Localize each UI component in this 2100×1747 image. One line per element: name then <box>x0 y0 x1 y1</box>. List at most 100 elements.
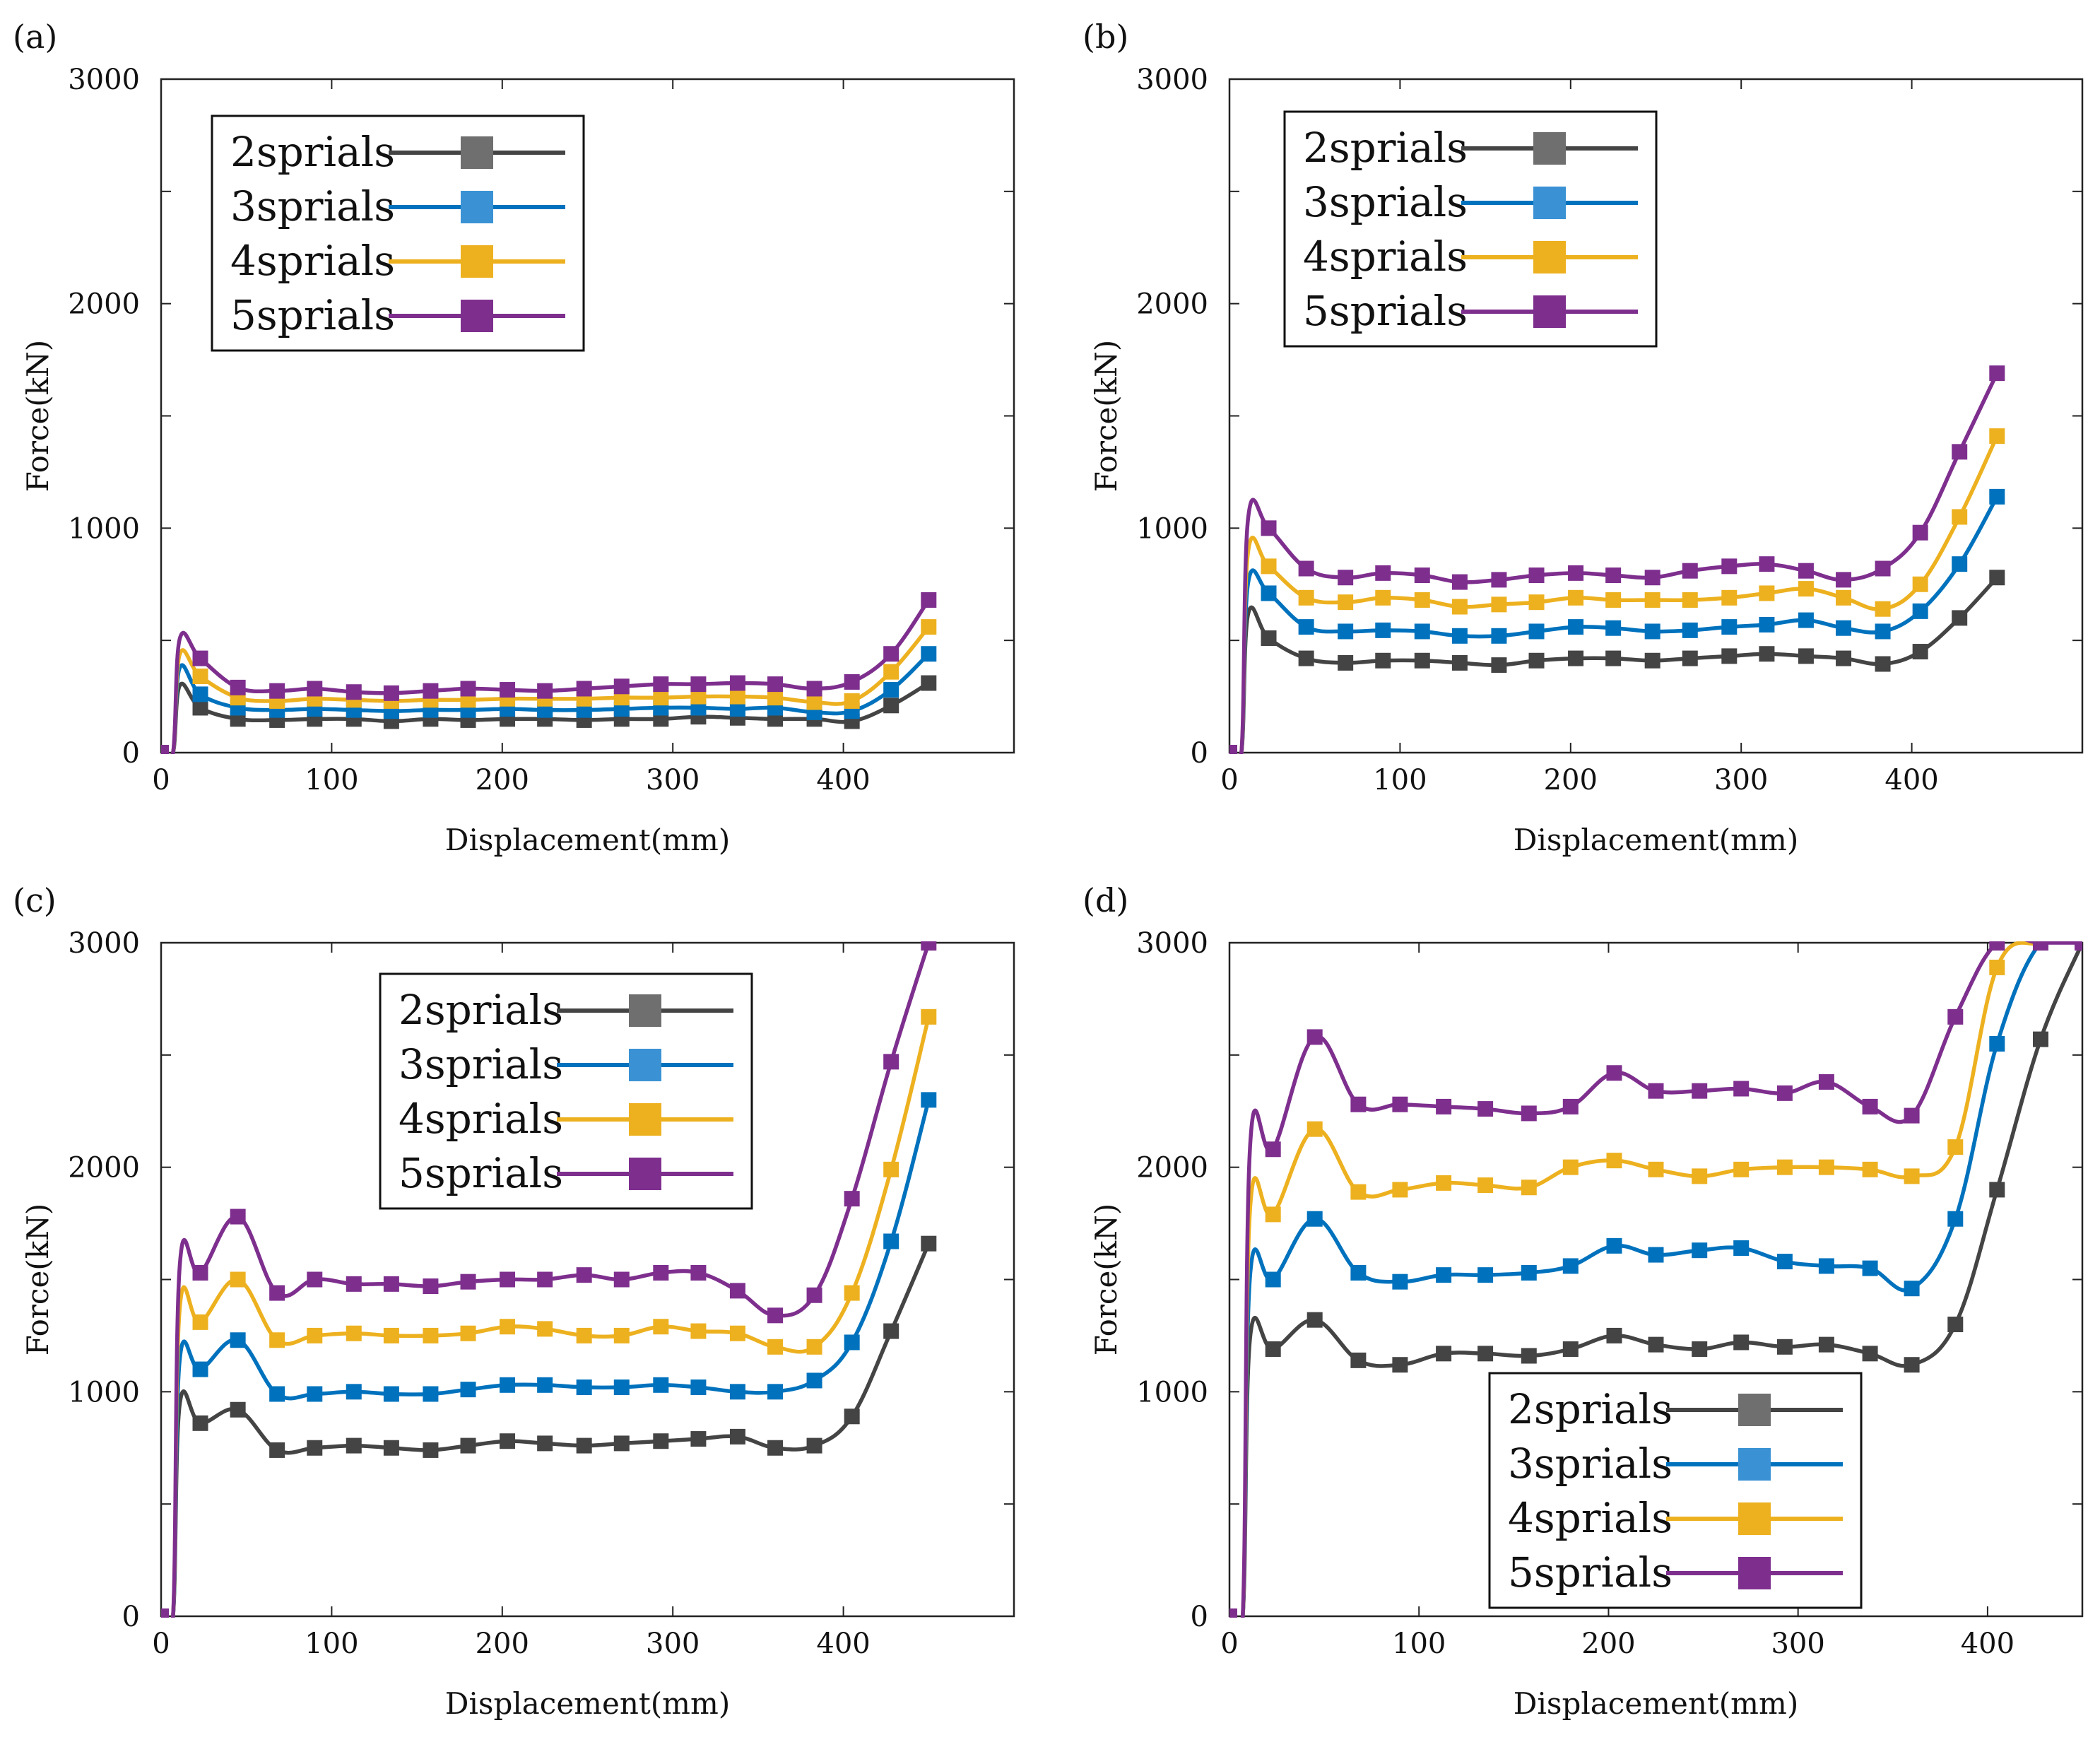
data-point-5sprials <box>1989 941 2005 951</box>
chart-panel-3: (c) 0 100 200 300 400 0 1000 2000 3000 Displacemen… <box>13 881 1015 1721</box>
x-axis-title: Displacement(mm) <box>445 1686 730 1721</box>
series-line-5sprials <box>1229 941 2082 1618</box>
data-point-5sprials <box>192 1264 208 1281</box>
data-point-5sprials <box>1692 1083 1708 1099</box>
y-tick-label: 1000 <box>68 1376 140 1408</box>
x-tick-label: 0 <box>152 764 170 796</box>
data-point-5sprials <box>1338 570 1354 586</box>
data-point-3sprials <box>1605 620 1622 636</box>
data-point-2sprials <box>1414 652 1430 669</box>
legend-label-4sprials: 4sprials <box>1508 1494 1673 1542</box>
data-point-4sprials <box>1392 1182 1408 1198</box>
data-point-5sprials <box>269 683 285 699</box>
legend-marker-5sprials <box>461 300 493 332</box>
data-point-3sprials <box>1862 1260 1878 1276</box>
data-point-4sprials <box>423 1327 439 1343</box>
panel-label: (b) <box>1083 18 1128 56</box>
data-point-5sprials <box>383 685 399 701</box>
data-point-5sprials <box>844 1191 860 1207</box>
x-tick-label: 0 <box>1220 764 1238 796</box>
data-point-3sprials <box>1733 1240 1750 1257</box>
data-point-2sprials <box>1306 1312 1323 1328</box>
panel-label: (a) <box>13 18 57 56</box>
data-point-2sprials <box>1521 1348 1537 1364</box>
data-point-2sprials <box>1477 1346 1494 1362</box>
data-point-4sprials <box>729 688 745 705</box>
data-point-2sprials <box>1528 652 1545 669</box>
data-point-2sprials <box>1451 654 1468 671</box>
x-tick-label: 200 <box>1581 1628 1635 1660</box>
data-point-3sprials <box>1265 1271 1281 1288</box>
data-point-3sprials <box>1375 622 1391 638</box>
data-point-5sprials <box>2075 941 2082 951</box>
chart-panel-1: (a) 0 100 200 300 400 0 1000 2000 3000 Displacemen… <box>13 18 1015 857</box>
data-point-2sprials <box>1265 1341 1281 1357</box>
data-point-4sprials <box>1436 1175 1452 1191</box>
data-point-5sprials <box>1912 524 1928 541</box>
data-point-3sprials <box>1798 612 1814 628</box>
legend-label-3sprials: 3sprials <box>1303 178 1468 226</box>
data-point-2sprials <box>1904 1357 1920 1373</box>
legend: 2sprials 3sprials 4sprials 5sprials <box>1488 1372 1863 1609</box>
data-point-4sprials <box>690 688 707 705</box>
y-tick-label: 0 <box>1191 737 1208 770</box>
data-point-4sprials <box>269 1332 285 1348</box>
data-point-2sprials <box>767 1440 784 1456</box>
x-tick-label: 200 <box>476 764 529 796</box>
data-point-2sprials <box>806 1437 822 1454</box>
data-point-5sprials <box>1759 556 1775 572</box>
data-point-5sprials <box>576 1267 592 1283</box>
data-point-2sprials <box>1436 1346 1452 1362</box>
data-point-2sprials <box>269 1442 285 1458</box>
data-point-2sprials <box>192 1415 208 1431</box>
legend-label-4sprials: 4sprials <box>1303 233 1468 281</box>
series-line-4sprials <box>1229 435 1999 754</box>
data-point-4sprials <box>1605 592 1622 608</box>
data-point-5sprials <box>613 678 630 695</box>
data-point-2sprials <box>1350 1352 1367 1368</box>
data-point-5sprials <box>1350 1096 1367 1112</box>
data-point-3sprials <box>729 701 745 717</box>
legend-label-2sprials: 2sprials <box>230 128 395 176</box>
data-point-2sprials <box>1776 1339 1793 1355</box>
data-point-4sprials <box>500 1319 516 1335</box>
data-point-2sprials <box>921 1235 937 1252</box>
data-point-4sprials <box>1692 1168 1708 1184</box>
data-point-2sprials <box>1375 652 1391 669</box>
data-point-3sprials <box>576 1379 592 1395</box>
data-point-5sprials <box>1562 1098 1579 1114</box>
data-point-5sprials <box>883 1054 899 1070</box>
panel-label: (c) <box>13 881 57 919</box>
data-point-4sprials <box>192 1314 208 1330</box>
data-point-3sprials <box>883 682 899 698</box>
legend: 2sprials 3sprials 4sprials 5sprials <box>379 972 753 1210</box>
data-point-2sprials <box>1644 652 1660 669</box>
data-point-2sprials <box>690 1431 707 1447</box>
data-point-5sprials <box>1776 1085 1793 1101</box>
legend-box <box>1283 110 1658 348</box>
data-point-4sprials <box>1298 589 1314 606</box>
data-point-4sprials <box>1265 1206 1281 1223</box>
data-point-3sprials <box>1776 1254 1793 1270</box>
legend: 2sprials 3sprials 4sprials 5sprials <box>211 114 585 352</box>
data-point-5sprials <box>230 1208 246 1225</box>
data-point-4sprials <box>346 1325 362 1341</box>
data-point-3sprials <box>500 1377 516 1393</box>
legend-marker-3sprials <box>629 1049 661 1081</box>
data-point-3sprials <box>1947 1211 1964 1227</box>
series-group <box>161 592 937 754</box>
legend-label-4sprials: 4sprials <box>230 237 395 285</box>
data-point-4sprials <box>767 1339 784 1355</box>
data-point-4sprials <box>383 1327 399 1343</box>
data-point-3sprials <box>1648 1247 1664 1263</box>
data-point-5sprials <box>1261 520 1277 536</box>
data-point-2sprials <box>1989 1182 2005 1198</box>
data-point-3sprials <box>921 646 937 662</box>
data-point-4sprials <box>690 1323 707 1339</box>
data-point-2sprials <box>307 1440 323 1456</box>
data-point-5sprials <box>1436 1098 1452 1114</box>
data-point-5sprials <box>921 941 937 951</box>
data-point-5sprials <box>269 1285 285 1301</box>
data-point-4sprials <box>1375 589 1391 606</box>
